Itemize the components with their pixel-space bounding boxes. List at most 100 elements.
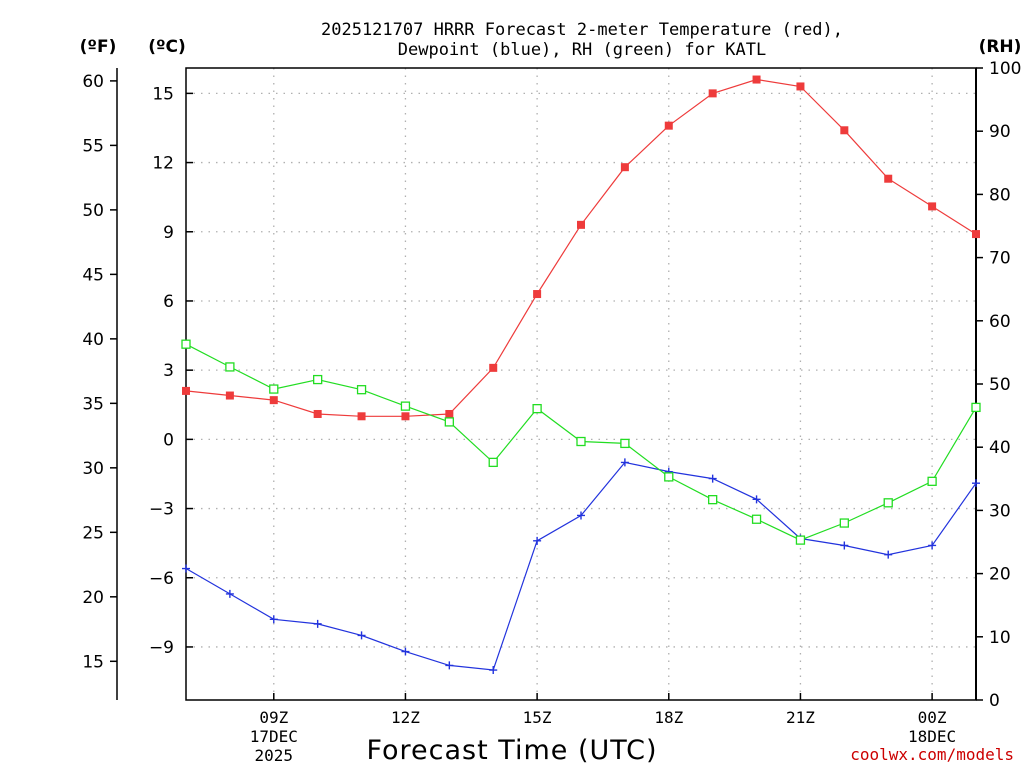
rh-point xyxy=(532,403,542,414)
rh-tick-label: 60 xyxy=(989,312,1011,332)
temperature-point xyxy=(796,82,805,91)
fahrenheit-axis-ticks: 60 55 50 45 40 35 30 25 20 15 xyxy=(82,72,117,672)
rh-point xyxy=(269,384,279,394)
rh-tick-label: 100 xyxy=(989,59,1021,79)
dewpoint-point xyxy=(401,647,410,656)
x-tick-label: 18DEC xyxy=(908,727,956,746)
rh-point xyxy=(708,495,718,505)
celsius-tick-label: 15 xyxy=(152,84,174,104)
rh-point xyxy=(664,472,674,482)
rh-point xyxy=(751,514,762,524)
rh-point xyxy=(225,362,235,372)
dewpoint-point xyxy=(620,458,629,467)
data-series xyxy=(181,75,981,675)
rh-tick-label: 90 xyxy=(989,122,1011,142)
fahrenheit-tick-label: 50 xyxy=(82,201,104,221)
dewpoint-point xyxy=(313,619,322,628)
x-tick-label: 17DEC xyxy=(250,727,298,746)
rh-tick-label: 0 xyxy=(989,691,1000,711)
celsius-tick-label: 9 xyxy=(163,223,174,243)
rh-point xyxy=(971,402,981,413)
temperature-point xyxy=(840,126,849,135)
dewpoint-point xyxy=(225,589,234,598)
celsius-tick-label: −9 xyxy=(149,638,174,658)
rh-tick-label: 10 xyxy=(989,628,1011,648)
dewpoint-point xyxy=(928,541,937,550)
rh-point xyxy=(927,476,937,486)
temperature-point xyxy=(972,230,980,239)
chart-title-line-2: Dewpoint (blue), RH (green) for KATL xyxy=(398,40,766,60)
rh-tick-label: 80 xyxy=(989,185,1011,205)
rh-unit-label: (RH) xyxy=(979,37,1022,57)
series-rh xyxy=(181,339,981,545)
temperature-point xyxy=(708,89,717,98)
temperature-point xyxy=(489,363,498,372)
temperature-point xyxy=(928,202,937,211)
dewpoint-point xyxy=(884,550,893,559)
celsius-tick-label: −3 xyxy=(149,500,174,520)
grid-lines xyxy=(186,68,976,700)
rh-point xyxy=(488,457,498,468)
fahrenheit-tick-label: 20 xyxy=(82,588,104,608)
dewpoint-point xyxy=(357,631,366,640)
dewpoint-point xyxy=(752,495,761,504)
dewpoint-point xyxy=(577,511,585,520)
x-tick-label: 2025 xyxy=(255,746,294,765)
temperature-point xyxy=(620,163,629,172)
x-axis-label: Forecast Time (UTC) xyxy=(366,735,657,766)
rh-point xyxy=(181,339,191,349)
rh-point xyxy=(620,438,630,449)
rh-point xyxy=(356,385,367,395)
temperature-point xyxy=(401,412,410,421)
x-tick-label: 21Z xyxy=(786,708,815,727)
celsius-axis-ticks: 15 12 9 6 3 0 −3 −6 −9 xyxy=(149,84,193,658)
fahrenheit-tick-label: 15 xyxy=(82,652,104,672)
celsius-tick-label: 6 xyxy=(163,292,174,312)
fahrenheit-unit-label: (ºF) xyxy=(80,37,117,57)
dewpoint-line xyxy=(185,461,977,671)
dewpoint-point xyxy=(445,661,454,670)
temperature-point xyxy=(884,174,893,183)
fahrenheit-tick-label: 40 xyxy=(82,330,104,350)
celsius-tick-label: 3 xyxy=(163,361,174,381)
x-tick-label: 18Z xyxy=(654,708,683,727)
rh-point xyxy=(444,417,454,427)
rh-tick-label: 70 xyxy=(989,249,1011,269)
rh-point xyxy=(313,374,323,385)
chart-title-line-1: 2025121707 HRRR Forecast 2-meter Tempera… xyxy=(321,20,843,40)
fahrenheit-tick-label: 35 xyxy=(82,394,104,414)
temperature-point xyxy=(225,391,234,400)
rh-point xyxy=(839,518,849,528)
temperature-point xyxy=(752,75,761,84)
celsius-tick-label: 12 xyxy=(152,154,174,174)
temperature-point xyxy=(269,396,278,405)
series-dewpoint xyxy=(182,458,980,675)
x-tick-label: 12Z xyxy=(391,708,420,727)
temperature-point xyxy=(357,412,366,421)
series-temperature xyxy=(182,75,980,421)
temperature-point xyxy=(445,409,454,418)
temperature-point xyxy=(182,386,190,395)
temperature-line xyxy=(185,78,977,417)
rh-point xyxy=(576,436,586,447)
dewpoint-point xyxy=(708,474,717,483)
rh-tick-label: 50 xyxy=(989,375,1011,395)
x-tick-label: 00Z xyxy=(918,708,947,727)
celsius-unit-label: (ºC) xyxy=(148,37,186,57)
rh-tick-label: 30 xyxy=(989,501,1011,521)
fahrenheit-tick-label: 25 xyxy=(82,523,104,543)
dewpoint-point xyxy=(533,536,542,545)
dewpoint-point xyxy=(972,479,980,488)
dewpoint-point xyxy=(269,615,278,624)
dewpoint-point xyxy=(840,541,849,550)
rh-point xyxy=(400,401,411,411)
celsius-tick-label: −6 xyxy=(149,569,174,589)
dewpoint-point xyxy=(182,564,190,573)
temperature-point xyxy=(577,220,585,229)
rh-point xyxy=(883,498,893,508)
fahrenheit-tick-label: 60 xyxy=(82,72,104,92)
credit-link[interactable]: coolwx.com/models xyxy=(850,745,1014,764)
